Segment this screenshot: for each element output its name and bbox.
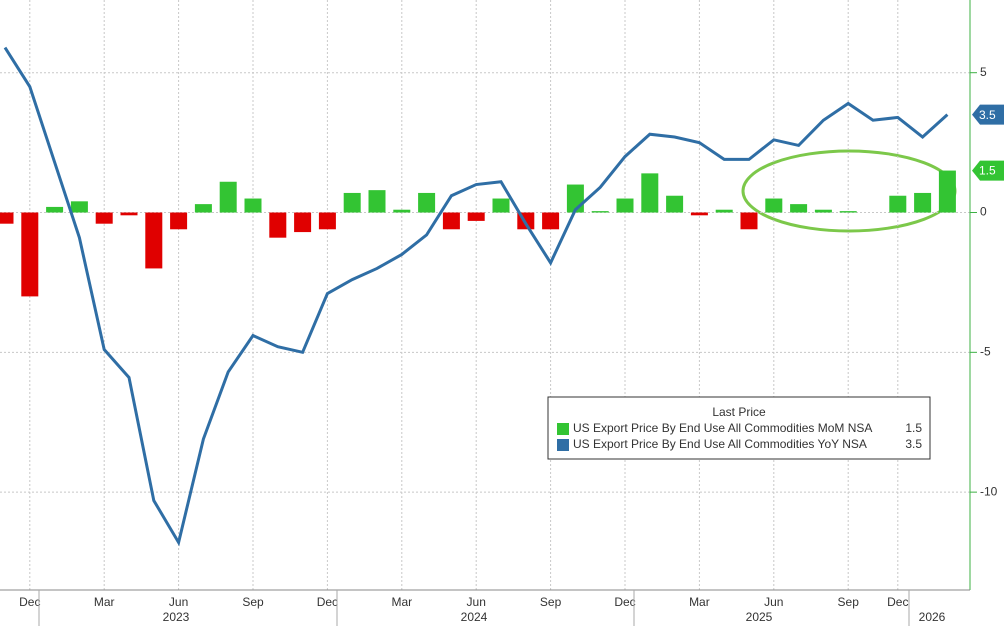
highlight-ellipse xyxy=(741,149,957,233)
bar xyxy=(467,212,485,221)
last-value-tag xyxy=(972,104,1004,125)
bar xyxy=(318,212,336,230)
bar xyxy=(194,204,212,213)
bar xyxy=(95,212,113,224)
bar xyxy=(269,212,287,238)
x-tick-label: Dec xyxy=(317,595,338,609)
bar xyxy=(393,209,411,213)
y-tick-label: 5 xyxy=(980,65,987,79)
legend-label: US Export Price By End Use All Commoditi… xyxy=(573,421,872,435)
x-tick-label: Mar xyxy=(391,595,412,609)
bar xyxy=(21,212,39,297)
last-value-label: 1.5 xyxy=(979,164,996,178)
bar xyxy=(46,206,64,213)
bar xyxy=(839,211,857,213)
year-label: 2026 xyxy=(919,610,946,624)
bar xyxy=(418,192,436,213)
x-tick-label: Sep xyxy=(242,595,264,609)
bar xyxy=(244,198,262,213)
bar xyxy=(591,211,609,213)
legend-title: Last Price xyxy=(712,405,766,419)
last-value-tag xyxy=(972,160,1004,181)
x-tick-label: Mar xyxy=(689,595,710,609)
legend-swatch xyxy=(557,423,569,435)
x-tick-label: Sep xyxy=(540,595,562,609)
bar xyxy=(889,195,907,213)
legend-box xyxy=(547,396,931,460)
bar xyxy=(343,192,361,213)
x-tick-label: Dec xyxy=(614,595,635,609)
bar xyxy=(641,173,659,213)
x-tick-label: Dec xyxy=(19,595,40,609)
legend-label: US Export Price By End Use All Commoditi… xyxy=(573,437,867,451)
last-value-label: 3.5 xyxy=(979,108,996,122)
bar xyxy=(368,190,386,213)
bar xyxy=(790,204,808,213)
bar xyxy=(690,212,708,216)
year-label: 2023 xyxy=(163,610,190,624)
bar xyxy=(294,212,312,233)
bar xyxy=(70,201,88,213)
x-tick-label: Dec xyxy=(887,595,908,609)
x-tick-label: Mar xyxy=(94,595,115,609)
x-tick-label: Jun xyxy=(467,595,486,609)
bar xyxy=(145,212,163,269)
bar xyxy=(666,195,684,213)
bar xyxy=(219,181,237,213)
legend-swatch xyxy=(557,439,569,451)
bar xyxy=(170,212,188,230)
bar xyxy=(492,198,510,213)
bar xyxy=(740,212,758,230)
bar xyxy=(120,212,138,216)
x-tick-label: Sep xyxy=(838,595,860,609)
legend: Last Price US Export Price By End Use All… xyxy=(547,396,931,460)
x-tick-label: Jun xyxy=(169,595,188,609)
y-tick-label: -5 xyxy=(980,344,991,358)
year-label: 2025 xyxy=(746,610,773,624)
y-tick-label: -10 xyxy=(980,484,998,498)
y-tick-label: 0 xyxy=(980,205,987,219)
bar xyxy=(542,212,560,230)
x-tick-label: Jun xyxy=(764,595,783,609)
bar xyxy=(938,170,956,213)
bar xyxy=(914,192,932,213)
bar xyxy=(442,212,460,230)
bar xyxy=(0,212,14,224)
bar xyxy=(616,198,634,213)
legend-value: 3.5 xyxy=(905,437,922,451)
line xyxy=(3,46,949,547)
legend-value: 1.5 xyxy=(905,421,922,435)
bar xyxy=(765,198,783,213)
bar xyxy=(814,209,832,213)
bar xyxy=(715,209,733,213)
year-label: 2024 xyxy=(461,610,488,624)
